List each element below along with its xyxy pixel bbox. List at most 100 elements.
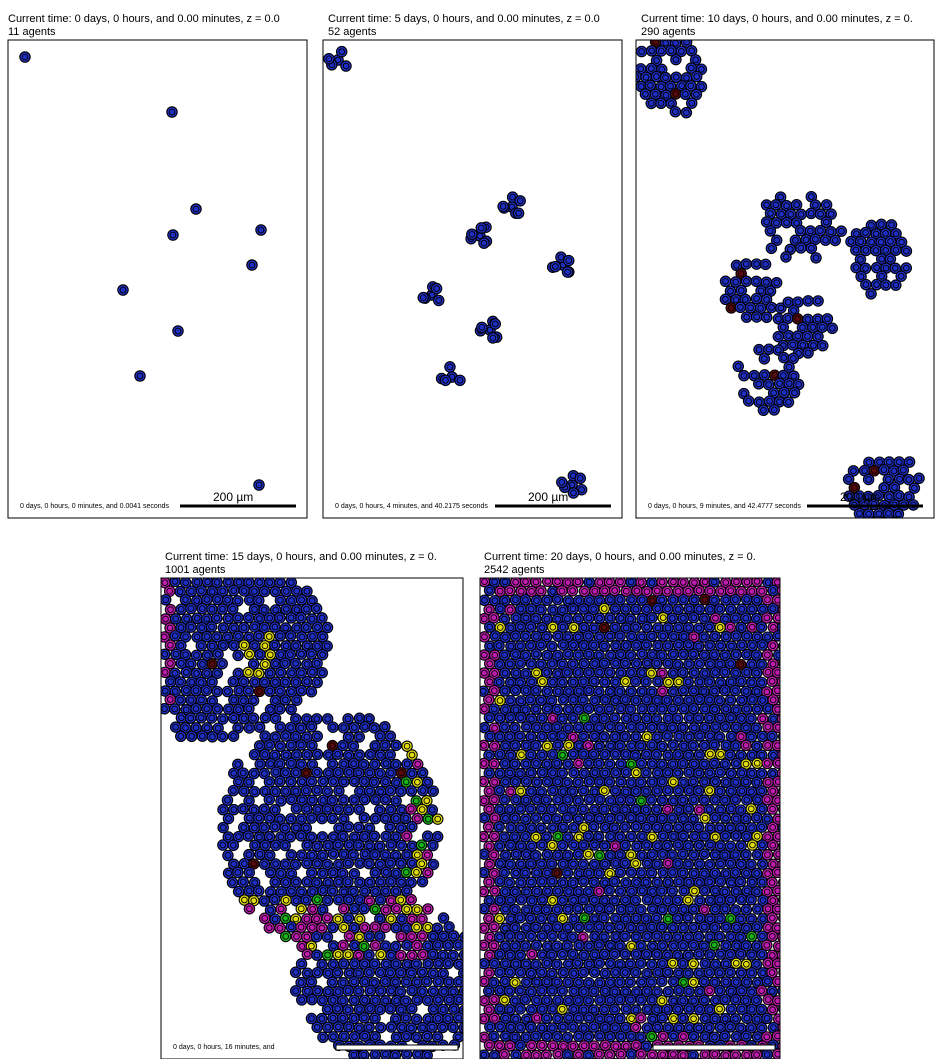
cell [715, 859, 725, 869]
cell [228, 731, 238, 741]
cell [730, 613, 740, 623]
cell [339, 904, 349, 914]
cell [349, 722, 359, 732]
cell [165, 604, 175, 614]
cell [558, 931, 568, 941]
cell [558, 967, 568, 977]
cell [615, 867, 625, 877]
cell [747, 840, 757, 850]
cell [306, 813, 316, 823]
cell-nucleus [781, 970, 787, 976]
cell [604, 923, 614, 933]
cell [370, 794, 380, 804]
cell-nucleus [780, 588, 786, 594]
cell [562, 813, 572, 823]
cell [610, 967, 620, 977]
cell [515, 932, 525, 942]
cells [631, 37, 925, 528]
cell [168, 230, 178, 240]
cell [264, 740, 274, 750]
cell [756, 622, 766, 632]
cell [742, 649, 752, 659]
cell [752, 312, 762, 322]
panel-title: Current time: 15 days, 0 hours, and 0.00… [165, 551, 437, 563]
cell [752, 922, 762, 932]
cell [181, 685, 191, 695]
cell [490, 631, 500, 641]
cell [657, 704, 667, 714]
cell [381, 758, 391, 768]
cell [485, 731, 495, 741]
cell [531, 649, 541, 659]
cell [191, 686, 201, 696]
cell [477, 322, 487, 332]
cell [605, 722, 615, 732]
cell [365, 986, 375, 996]
cell [238, 804, 248, 814]
cell [515, 196, 525, 206]
cell [773, 886, 783, 896]
cell [751, 276, 761, 286]
cell [376, 877, 386, 887]
cell [197, 731, 207, 741]
cell [479, 238, 489, 248]
cell [679, 886, 689, 896]
cell [411, 867, 421, 877]
cell [280, 695, 290, 705]
cell [391, 903, 401, 913]
cell [271, 840, 281, 850]
cell [275, 704, 285, 714]
cell [620, 967, 630, 977]
cell [495, 749, 505, 759]
cell [725, 967, 735, 977]
cell [343, 913, 353, 923]
cell [390, 1050, 400, 1059]
cell [720, 276, 730, 286]
cell [563, 649, 573, 659]
cell [589, 840, 599, 850]
cell [499, 794, 509, 804]
cell [631, 767, 641, 777]
cell [563, 904, 573, 914]
cell [720, 722, 730, 732]
cell [428, 786, 438, 796]
cell [741, 850, 751, 860]
cell [574, 922, 584, 932]
cell [673, 640, 683, 650]
cell [479, 595, 489, 605]
cell [364, 859, 374, 869]
cell [699, 885, 709, 895]
cell [365, 1003, 375, 1013]
cell [715, 767, 725, 777]
elapsed-time: 0 days, 0 hours, 16 minutes, and [173, 1044, 275, 1051]
cell [301, 622, 311, 632]
cell [736, 676, 746, 686]
cell [489, 994, 499, 1004]
cell [547, 986, 557, 996]
cell [479, 849, 489, 859]
cell [212, 704, 222, 714]
cell [339, 959, 349, 969]
cell [562, 868, 572, 878]
cell [594, 922, 604, 932]
cell [296, 613, 306, 623]
cell [296, 904, 306, 914]
cell [813, 296, 823, 306]
cell [573, 849, 583, 859]
cell [700, 594, 710, 604]
cell [515, 804, 525, 814]
cell [710, 667, 720, 677]
cell [705, 840, 715, 850]
cell [370, 813, 380, 823]
cell [317, 668, 327, 678]
cell [336, 46, 346, 56]
cell [416, 840, 426, 850]
cell [584, 722, 594, 732]
cell [186, 731, 196, 741]
cell-nucleus [780, 934, 786, 940]
cell [752, 850, 762, 860]
cell [772, 867, 782, 877]
cell [380, 794, 390, 804]
cell [349, 903, 359, 913]
cell [767, 676, 777, 686]
